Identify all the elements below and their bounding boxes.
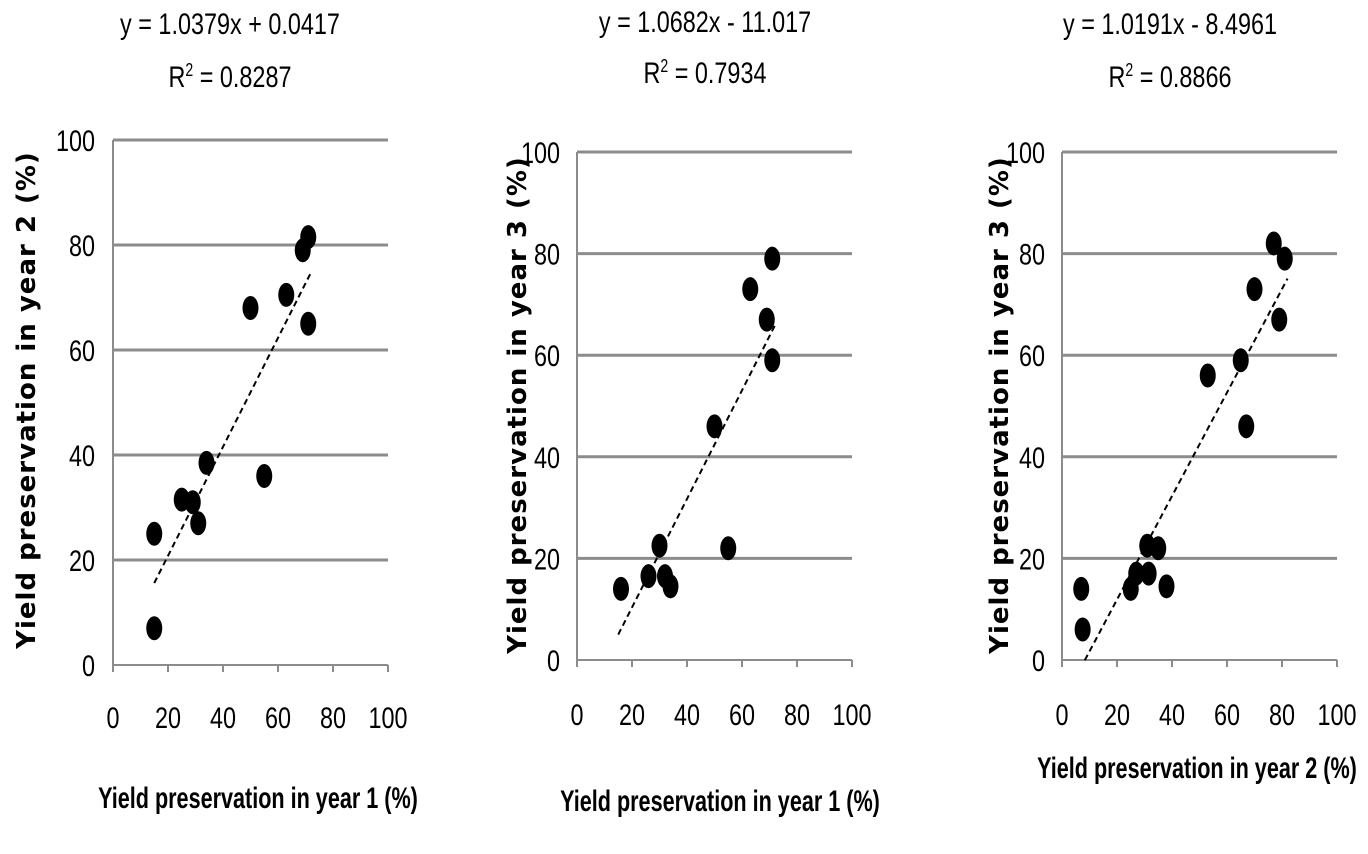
r-squared-value: R2 = 0.7934: [644, 56, 767, 91]
data-point: [278, 282, 295, 307]
y-tick-label: 40: [1019, 441, 1045, 474]
y-tick-label: 0: [547, 644, 560, 677]
r-squared-value: R2 = 0.8287: [169, 60, 292, 95]
r-squared-superscript: 2: [185, 60, 194, 80]
data-point: [1073, 576, 1090, 601]
data-point: [146, 616, 163, 641]
y-tick-label: 80: [1019, 238, 1045, 271]
x-tick-label: 60: [1214, 698, 1240, 731]
y-tick-label: 60: [69, 334, 95, 367]
x-tick-label: 80: [1269, 698, 1295, 731]
data-point: [613, 576, 629, 601]
data-point: [1150, 536, 1167, 561]
data-point: [190, 511, 207, 536]
x-tick-label: 0: [106, 701, 119, 734]
x-tick-label: 60: [265, 701, 291, 734]
x-axis-label: Yield preservation in year 1 (%): [560, 785, 880, 818]
y-tick-label: 20: [69, 544, 95, 577]
r-squared-superscript: 2: [1125, 60, 1134, 80]
data-point: [1232, 348, 1249, 373]
x-tick-label: 0: [570, 698, 583, 731]
data-point: [764, 246, 781, 271]
data-point: [300, 225, 317, 250]
data-point: [1238, 414, 1255, 439]
data-point: [1265, 231, 1282, 256]
y-tick-label: 0: [82, 649, 95, 682]
data-point: [651, 533, 668, 558]
x-tick-label: 100: [368, 701, 407, 734]
x-tick-label: 80: [320, 701, 346, 734]
data-point: [764, 348, 781, 373]
data-point: [1158, 574, 1175, 599]
y-tick-label: 20: [534, 543, 560, 576]
r-squared-prefix: R: [1108, 61, 1126, 94]
regression-equation: y = 1.0191x - 8.4961: [1062, 8, 1278, 41]
y-tick-label: 100: [56, 124, 95, 157]
trendline: [1083, 278, 1289, 661]
data-point: [742, 277, 759, 302]
y-tick-label: 80: [69, 229, 95, 262]
data-point: [1074, 617, 1091, 642]
data-point: [146, 521, 163, 546]
r-squared-superscript: 2: [660, 56, 669, 76]
y-tick-label: 40: [534, 441, 560, 474]
x-tick-label: 100: [832, 698, 871, 731]
data-point: [184, 490, 201, 515]
x-tick-label: 20: [155, 701, 181, 734]
x-tick-label: 40: [1159, 698, 1185, 731]
data-point: [758, 307, 775, 332]
r-squared-number: = 0.8287: [193, 61, 292, 94]
data-point: [1128, 561, 1145, 586]
y-tick-label: 60: [1019, 339, 1045, 372]
x-tick-label: 100: [1317, 698, 1356, 731]
x-tick-label: 80: [784, 698, 810, 731]
data-point: [1140, 561, 1157, 586]
data-point: [256, 464, 273, 488]
x-tick-label: 60: [729, 698, 755, 731]
r-squared-number: = 0.8866: [1133, 61, 1232, 94]
x-tick-label: 0: [1055, 698, 1068, 731]
data-point: [720, 536, 737, 561]
r-squared-prefix: R: [643, 57, 661, 90]
data-point: [640, 564, 657, 589]
trendline: [153, 272, 312, 584]
y-tick-label: 40: [69, 439, 95, 472]
data-point: [1199, 363, 1216, 388]
y-tick-label: 100: [1006, 136, 1045, 169]
x-axis-label: Yield preservation in year 2 (%): [1037, 752, 1357, 785]
x-tick-label: 40: [210, 701, 236, 734]
x-tick-label: 20: [1104, 698, 1130, 731]
r-squared-number: = 0.7934: [668, 57, 767, 90]
data-point: [706, 414, 723, 439]
data-point: [662, 574, 679, 599]
r-squared-prefix: R: [168, 61, 186, 94]
data-point: [1271, 307, 1288, 332]
y-tick-label: 80: [534, 238, 560, 271]
data-point: [198, 450, 215, 475]
data-point: [1246, 277, 1263, 302]
y-tick-label: 60: [534, 339, 560, 372]
data-point: [242, 296, 259, 320]
regression-equation: y = 1.0682x - 11.017: [598, 6, 812, 39]
x-axis-label: Yield preservation in year 1 (%): [98, 782, 418, 815]
data-point: [1276, 246, 1293, 271]
trendline: [617, 324, 776, 636]
r-squared-value: R2 = 0.8866: [1109, 60, 1232, 95]
y-tick-label: 100: [521, 136, 560, 169]
regression-equation: y = 1.0379x + 0.0417: [120, 8, 340, 41]
y-tick-label: 20: [1019, 543, 1045, 576]
x-tick-label: 40: [674, 698, 700, 731]
data-point: [300, 311, 317, 336]
y-tick-label: 0: [1032, 644, 1045, 677]
x-tick-label: 20: [619, 698, 645, 731]
